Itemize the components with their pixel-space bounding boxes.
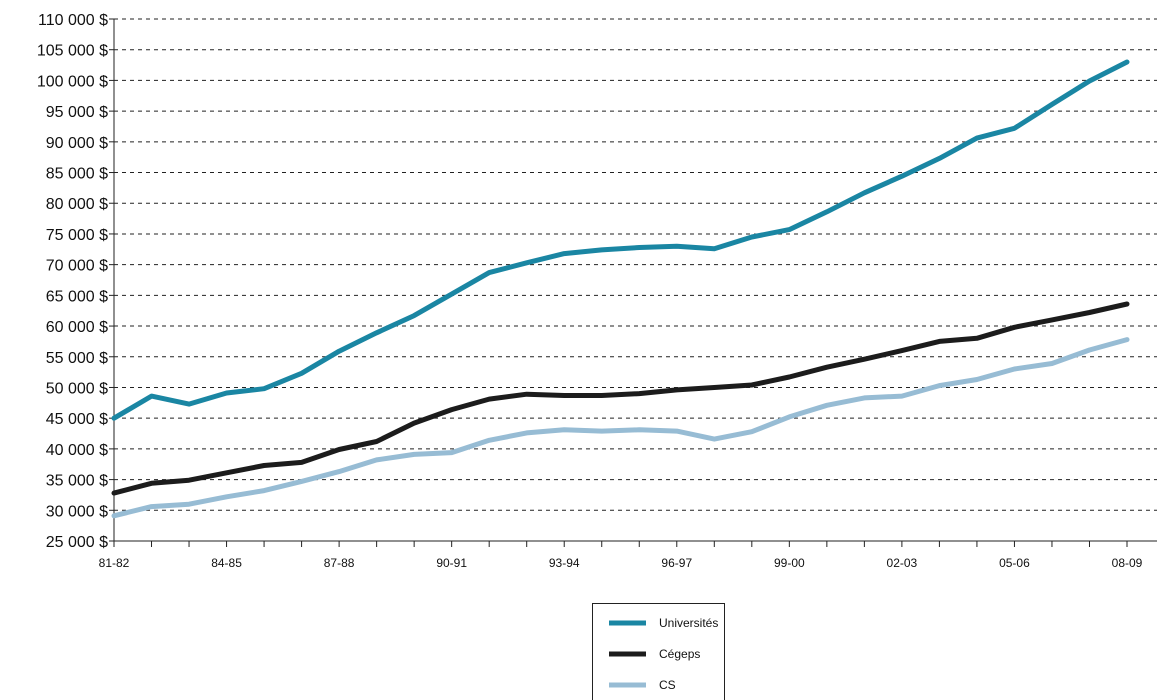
- y-tick-label: 105 000 $: [37, 43, 108, 60]
- y-tick-label: 85 000 $: [46, 166, 108, 183]
- x-tick-label: 81-82: [99, 556, 130, 570]
- y-tick-label: 75 000 $: [46, 227, 108, 244]
- y-axis-ticks: 25 000 $ 30 000 $ 35 000 $ 40 000 $ 45 000 $…: [37, 12, 114, 551]
- x-tick-label: 05-06: [999, 556, 1030, 570]
- y-tick-label: 65 000 $: [46, 288, 108, 305]
- y-tick-label: 60 000 $: [46, 319, 108, 336]
- x-axis-ticks: 81-82 84-85 87-88 90-91 93-94 96-97 99-00 02-03…: [99, 541, 1143, 570]
- legend-label: Universités: [659, 616, 718, 630]
- axes: [113, 19, 1157, 542]
- y-tick-label: 50 000 $: [46, 380, 108, 397]
- series-lines: [111, 59, 1130, 519]
- y-tick-label: 95 000 $: [46, 104, 108, 121]
- x-tick-label: 99-00: [774, 556, 805, 570]
- x-tick-label: 96-97: [661, 556, 692, 570]
- y-tick-label: 30 000 $: [46, 503, 108, 520]
- x-tick-label: 02-03: [887, 556, 918, 570]
- y-tick-label: 110 000 $: [38, 12, 108, 29]
- x-tick-label: 84-85: [211, 556, 242, 570]
- x-tick-label: 93-94: [549, 556, 580, 570]
- y-tick-label: 100 000 $: [37, 73, 108, 90]
- x-tick-label: 90-91: [436, 556, 467, 570]
- y-tick-label: 80 000 $: [46, 196, 108, 213]
- legend: Universités Cégeps CS: [592, 603, 725, 700]
- legend-label: CS: [659, 678, 676, 692]
- y-tick-label: 45 000 $: [46, 411, 108, 428]
- y-tick-label: 40 000 $: [46, 442, 108, 459]
- x-tick-label: 87-88: [324, 556, 355, 570]
- series-line-CS: [111, 337, 1130, 519]
- y-tick-label: 55 000 $: [46, 350, 108, 367]
- series-line-Universités: [111, 59, 1130, 421]
- x-tick-label: 08-09: [1112, 556, 1143, 570]
- legend-label: Cégeps: [659, 647, 700, 661]
- y-tick-label: 70 000 $: [46, 258, 108, 275]
- series-line-Cégeps: [111, 301, 1130, 496]
- grid-lines: [114, 18, 1157, 511]
- y-tick-label: 90 000 $: [46, 135, 108, 152]
- y-tick-label: 25 000 $: [46, 534, 108, 551]
- y-tick-label: 35 000 $: [46, 473, 108, 490]
